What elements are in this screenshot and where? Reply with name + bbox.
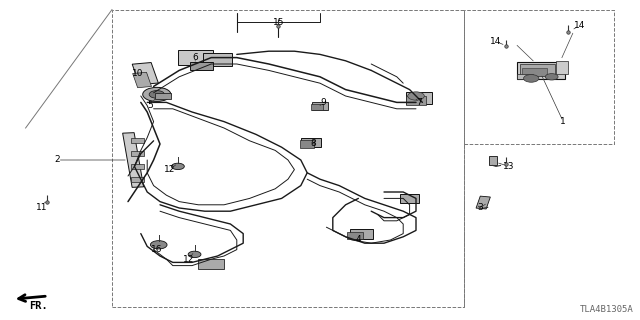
Text: 13: 13 (503, 162, 515, 171)
Bar (123, 133, 143, 187)
Bar (131, 138, 144, 143)
Circle shape (524, 75, 539, 82)
Circle shape (545, 74, 558, 80)
Bar (406, 96, 426, 105)
Bar (556, 61, 568, 74)
Text: 4: 4 (356, 236, 361, 244)
Circle shape (408, 92, 424, 100)
Bar (406, 92, 432, 104)
Text: 7: 7 (417, 98, 422, 107)
Circle shape (150, 241, 167, 249)
Text: 5: 5 (148, 101, 153, 110)
Bar (400, 194, 419, 203)
Bar (177, 50, 212, 65)
Bar (520, 64, 556, 76)
Text: 14: 14 (490, 37, 502, 46)
Bar (464, 10, 614, 144)
Bar (517, 74, 532, 79)
Bar (489, 156, 497, 165)
Text: 1: 1 (561, 117, 566, 126)
Text: 9: 9 (321, 98, 326, 107)
Circle shape (143, 87, 171, 101)
Bar (300, 140, 314, 148)
Text: FR.: FR. (29, 301, 48, 311)
Bar (198, 259, 224, 269)
Bar (348, 232, 364, 239)
Text: 10: 10 (132, 69, 143, 78)
Text: 6: 6 (193, 53, 198, 62)
Bar (312, 101, 328, 109)
Text: 15: 15 (273, 18, 284, 27)
Bar (476, 196, 490, 209)
Circle shape (188, 251, 201, 258)
Circle shape (149, 91, 164, 98)
Text: 14: 14 (573, 21, 585, 30)
Bar (132, 72, 152, 88)
Bar (311, 104, 323, 110)
Text: 8: 8 (311, 140, 316, 148)
Bar (131, 151, 144, 156)
Bar (155, 93, 172, 99)
Text: 2: 2 (55, 156, 60, 164)
Bar (351, 229, 372, 239)
Text: 11: 11 (36, 204, 47, 212)
Bar (517, 61, 564, 79)
Bar (522, 68, 547, 76)
Text: 12: 12 (183, 255, 195, 264)
Text: TLA4B1305A: TLA4B1305A (580, 305, 634, 314)
Bar (131, 177, 144, 181)
Bar (301, 138, 321, 147)
Bar (112, 10, 464, 307)
Text: 16: 16 (151, 245, 163, 254)
Bar (131, 164, 144, 169)
Text: 12: 12 (164, 165, 175, 174)
Bar (191, 61, 212, 69)
Text: 3: 3 (477, 204, 483, 212)
Bar (204, 53, 232, 66)
Circle shape (172, 163, 184, 170)
Bar (132, 62, 158, 85)
